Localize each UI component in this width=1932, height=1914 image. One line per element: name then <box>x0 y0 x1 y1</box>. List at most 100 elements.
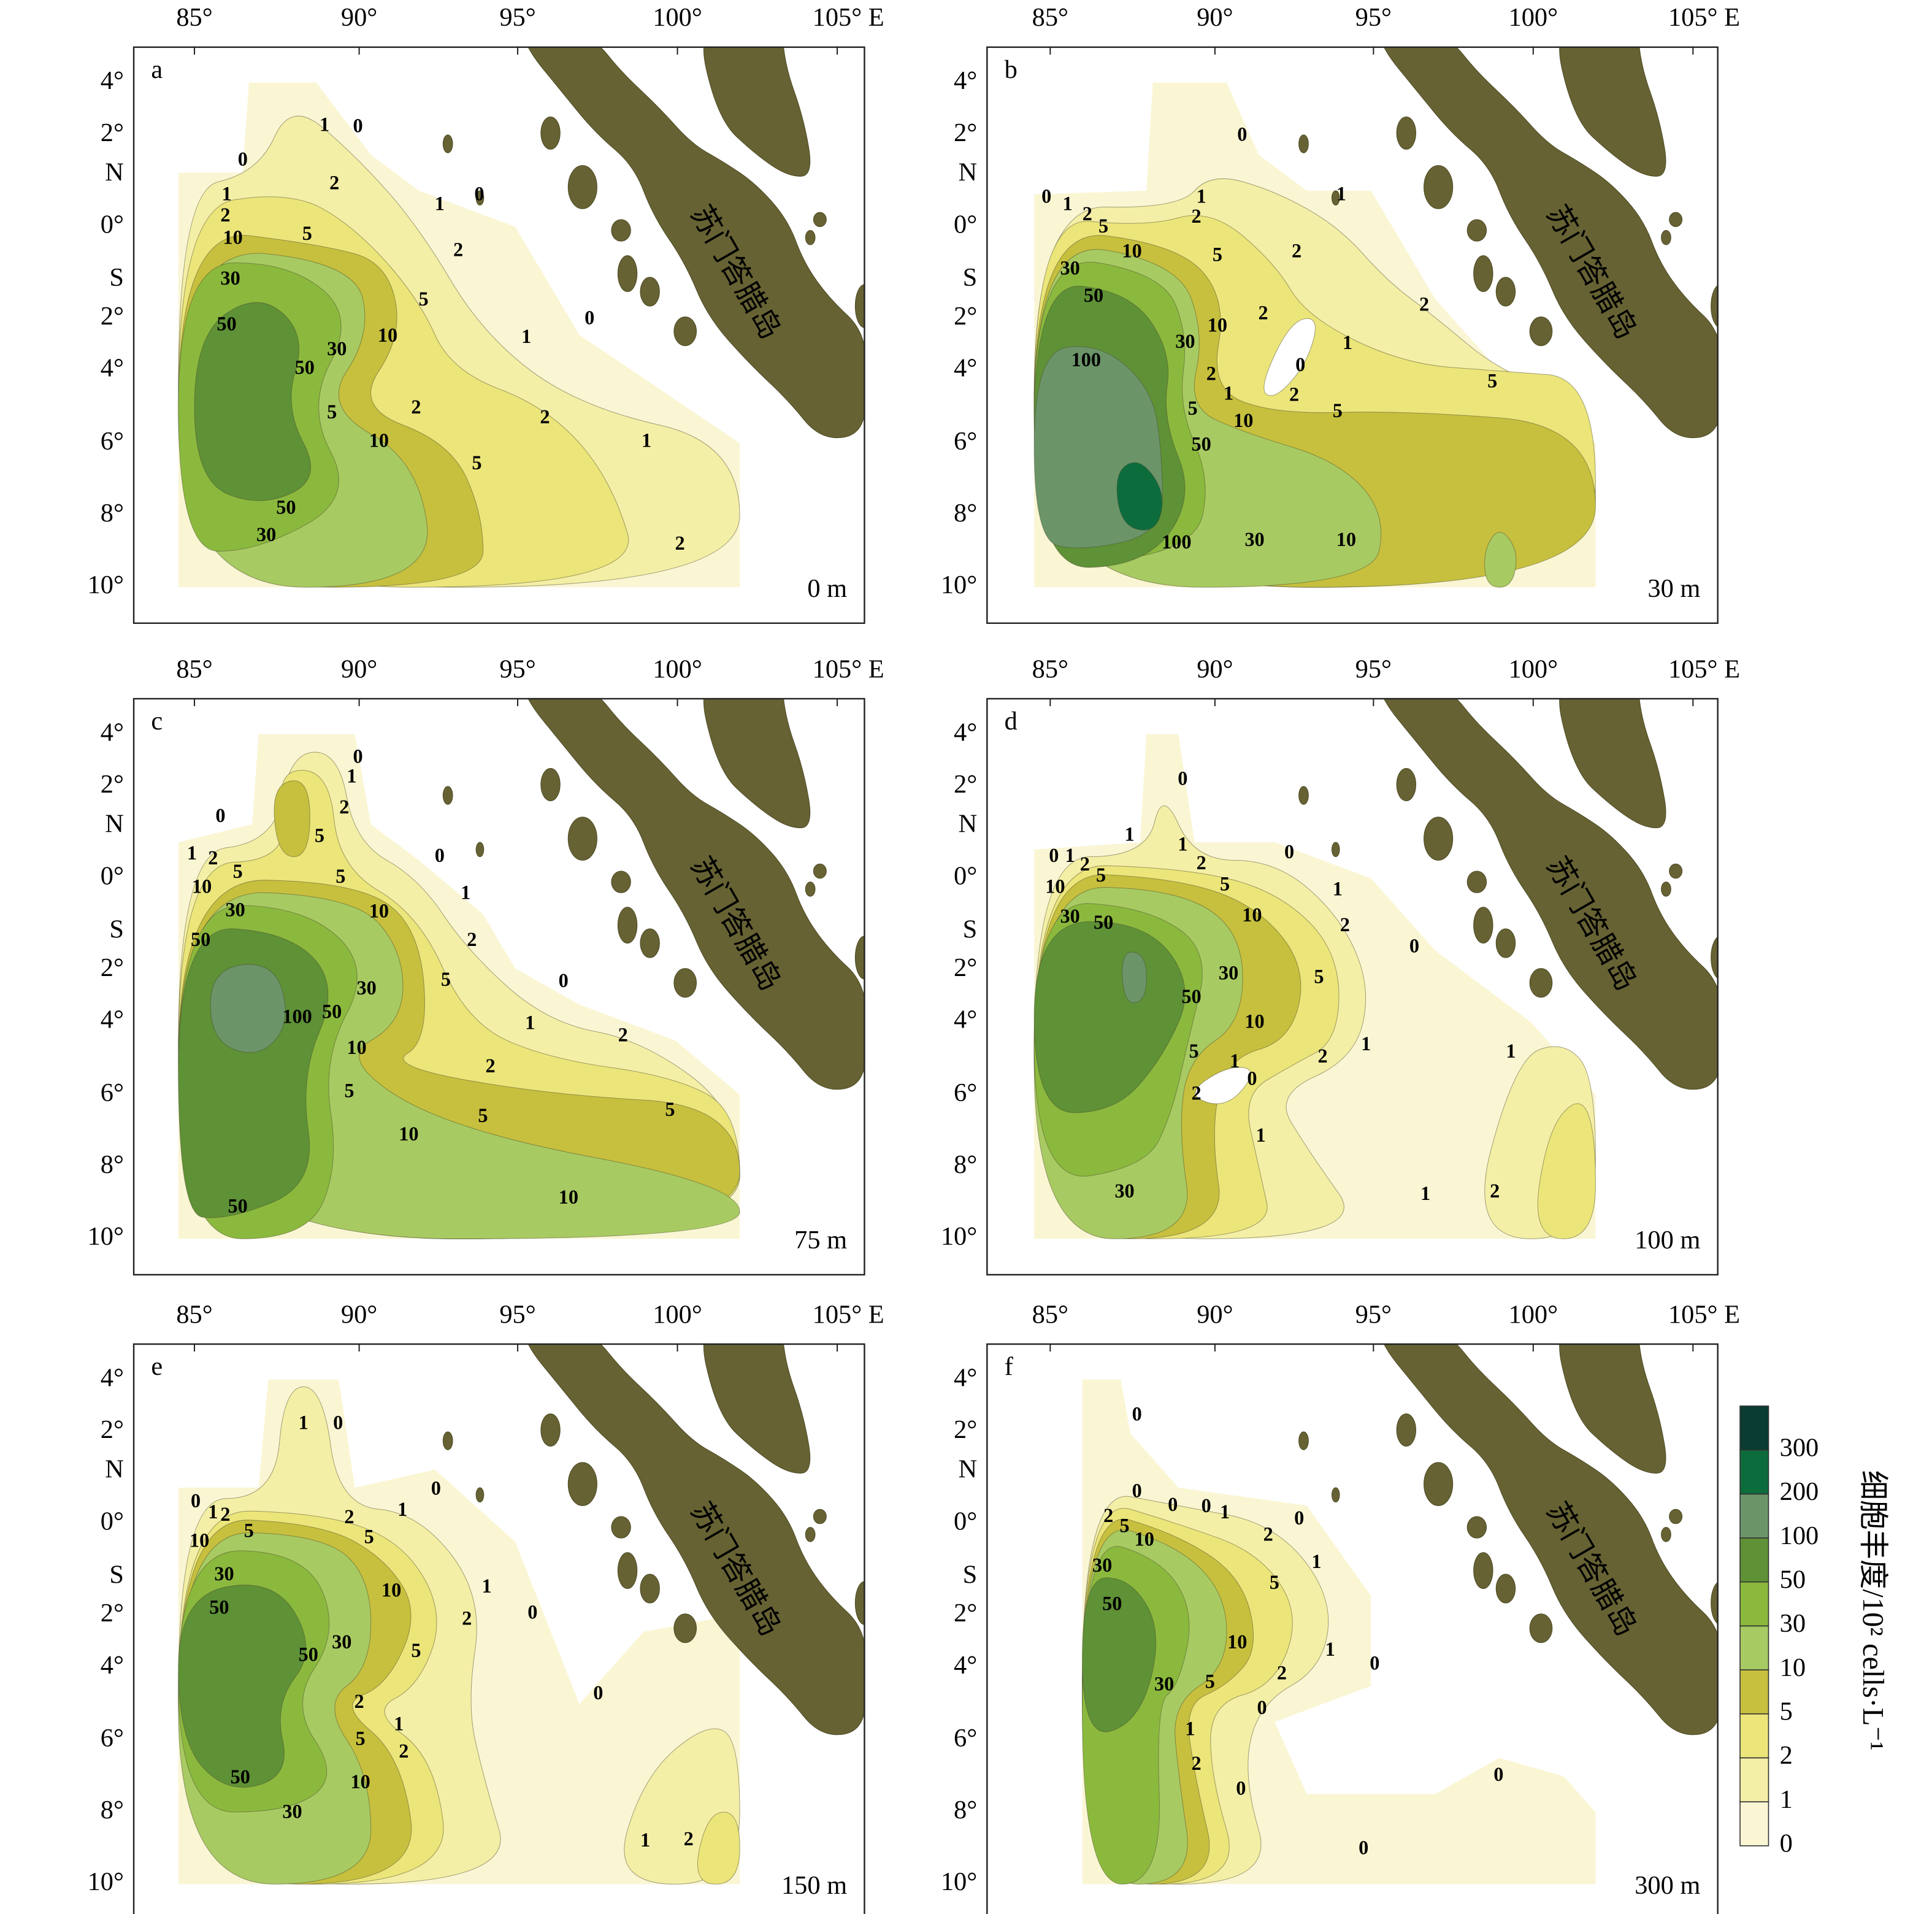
contour-label: 5 <box>302 222 312 244</box>
island <box>1669 212 1683 228</box>
contour-label: 0 <box>559 969 569 991</box>
contour-label: 30 <box>327 337 347 359</box>
lon-tick-label: 90° <box>1197 655 1233 683</box>
island <box>1661 882 1671 897</box>
depth-label: 100 m <box>1635 1226 1700 1255</box>
contour-label: 50 <box>217 313 236 335</box>
contour-label: 1 <box>320 113 329 136</box>
land <box>527 47 865 439</box>
panel-frame <box>986 698 1719 1276</box>
contour-label: 50 <box>276 496 296 518</box>
lat-tick-label: 4° <box>101 1651 124 1680</box>
lat-tick-label: 2° <box>101 770 124 799</box>
island <box>805 230 816 245</box>
lat-tick-label: 4° <box>954 66 977 95</box>
lat-tick-label: 2° <box>101 1415 124 1444</box>
no-data-area <box>1195 1067 1251 1104</box>
land <box>1559 47 1666 177</box>
contour-label: 5 <box>327 401 337 423</box>
legend-swatch <box>1739 1669 1769 1715</box>
contour-label: 10 <box>1045 875 1065 897</box>
contour-label: 0 <box>1295 353 1305 375</box>
contour-label: 0 <box>1247 1067 1257 1089</box>
depth-label: 75 m <box>794 1226 847 1255</box>
island <box>1396 116 1417 150</box>
legend-title: 细胞丰度/10² cells·L⁻¹ <box>1857 1470 1889 1751</box>
island <box>1495 277 1516 307</box>
contour-label: 2 <box>1206 362 1216 384</box>
contour-label: 10 <box>369 429 389 451</box>
legend-label: 5 <box>1780 1697 1793 1726</box>
contour-label: 2 <box>1340 913 1350 936</box>
contour-label: 5 <box>1270 1571 1279 1593</box>
island <box>1424 165 1454 209</box>
contour-label: 1 <box>1361 1032 1371 1055</box>
contour-fill <box>1537 1103 1596 1239</box>
contour-label: 5 <box>1333 399 1343 421</box>
island <box>1396 1413 1417 1447</box>
contour-label: 1 <box>1311 1550 1321 1572</box>
island <box>805 882 816 897</box>
contour-label: 30 <box>1114 1180 1134 1202</box>
contour-label: 50 <box>1192 432 1211 455</box>
contour-label: 5 <box>1213 244 1222 266</box>
island <box>673 317 697 347</box>
island <box>540 768 561 801</box>
contour-label: 10 <box>223 226 242 248</box>
lat-tick-label: 6° <box>101 1724 124 1753</box>
island <box>1466 871 1487 893</box>
contour-label: 10 <box>369 900 389 922</box>
lat-tick-label: 4° <box>101 354 124 383</box>
legend-label: 30 <box>1780 1609 1806 1638</box>
contour-label: 5 <box>1119 1514 1129 1536</box>
lat-tick-label: S <box>963 1560 978 1589</box>
contour-label: 10 <box>347 1036 366 1058</box>
contour-label: 30 <box>1092 1554 1112 1576</box>
contour-label: 100 <box>1162 531 1191 553</box>
island <box>1529 1613 1553 1643</box>
contour-label: 0 <box>1168 1493 1178 1515</box>
contour-label: 1 <box>1220 1501 1230 1523</box>
legend-label: 2 <box>1780 1741 1793 1770</box>
lon-tick-label: 95° <box>499 1300 535 1329</box>
contour-label: 50 <box>295 356 315 378</box>
contour-label: 2 <box>1197 851 1206 874</box>
legend-swatch <box>1739 1757 1769 1802</box>
panel-label: f <box>1005 1352 1014 1381</box>
island <box>1396 768 1417 801</box>
lon-tick-label: 90° <box>341 3 377 32</box>
contour-label: 5 <box>1096 864 1106 886</box>
contour-label: 30 <box>226 899 245 921</box>
lat-tick-label: 4° <box>101 66 124 95</box>
lat-tick-label: 10° <box>941 1222 977 1251</box>
contour-label: 0 <box>353 745 362 767</box>
lat-tick-label: 6° <box>101 427 124 456</box>
map-panel: 苏门答腊岛 <box>178 698 865 1239</box>
contour-label: 2 <box>1490 1180 1500 1202</box>
contour-label: 2 <box>462 1607 472 1629</box>
lat-tick-label: 0° <box>101 1507 124 1536</box>
contour-label: 50 <box>1084 284 1103 306</box>
map-panel: 苏门答腊岛 <box>1033 698 1718 1239</box>
contour-label: 0 <box>1049 844 1059 866</box>
lat-tick-label: 2° <box>954 1415 977 1444</box>
island <box>475 190 485 206</box>
lat-tick-label: N <box>959 158 978 187</box>
lat-tick-label: N <box>105 810 124 839</box>
contour-label: 5 <box>233 860 243 882</box>
lat-tick-label: 10° <box>941 1867 977 1896</box>
contour-label: 1 <box>187 842 197 864</box>
contour-label: 1 <box>394 1712 404 1734</box>
contour-label: 2 <box>453 238 463 260</box>
island <box>567 1462 597 1506</box>
contour-label: 5 <box>315 824 324 847</box>
contour-label: 1 <box>435 193 445 215</box>
lat-tick-label: 4° <box>954 1005 977 1034</box>
island <box>813 1509 827 1524</box>
lon-tick-label: 105° E <box>1668 655 1740 683</box>
contour-label: 1 <box>642 429 651 451</box>
contour-label: 30 <box>332 1631 351 1653</box>
lon-tick-label: 100° <box>1509 3 1558 32</box>
contour-label: 0 <box>474 183 484 205</box>
contour-label: 30 <box>357 977 377 999</box>
